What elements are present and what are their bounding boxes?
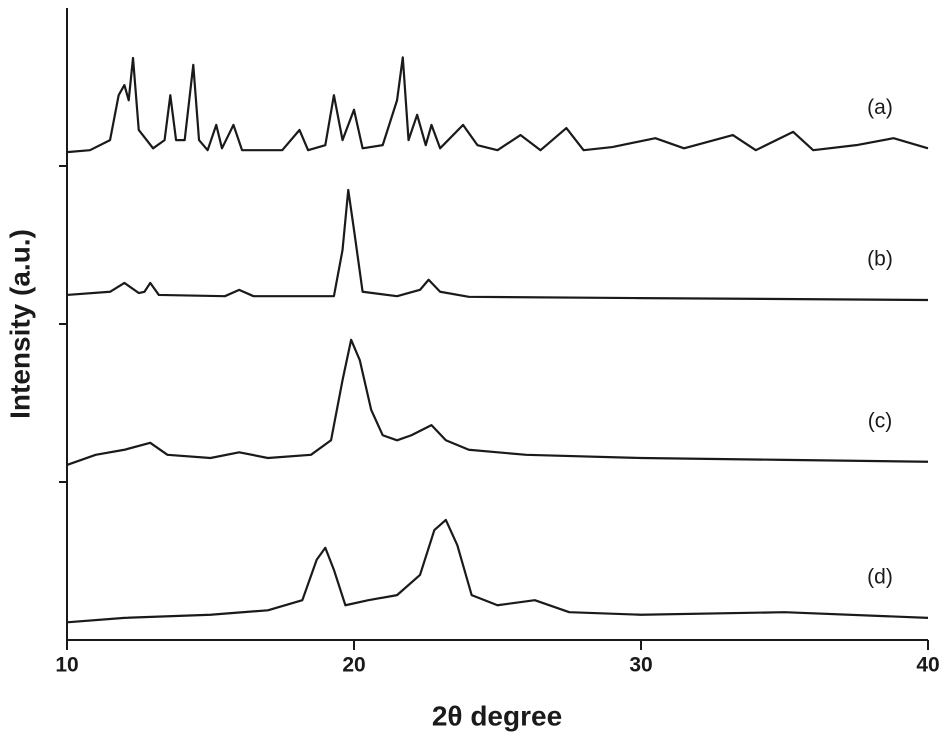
x-tick-label: 10 <box>55 654 78 677</box>
x-tick-label: 20 <box>342 654 365 677</box>
x-tick-label: 30 <box>629 654 652 677</box>
xrd-pattern <box>66 518 929 624</box>
series-label: (b) <box>867 248 893 271</box>
series-label: (a) <box>867 96 893 119</box>
series-label: (c) <box>868 409 893 432</box>
x-axis-title: 2θ degree <box>432 700 562 731</box>
x-tick-label: 40 <box>916 654 939 677</box>
xrd-pattern <box>66 338 929 466</box>
xrd-pattern <box>66 56 929 154</box>
series-label: (d) <box>867 565 893 588</box>
xrd-pattern <box>66 188 929 302</box>
y-axis-title: Intensity (a.u.) <box>4 229 35 419</box>
